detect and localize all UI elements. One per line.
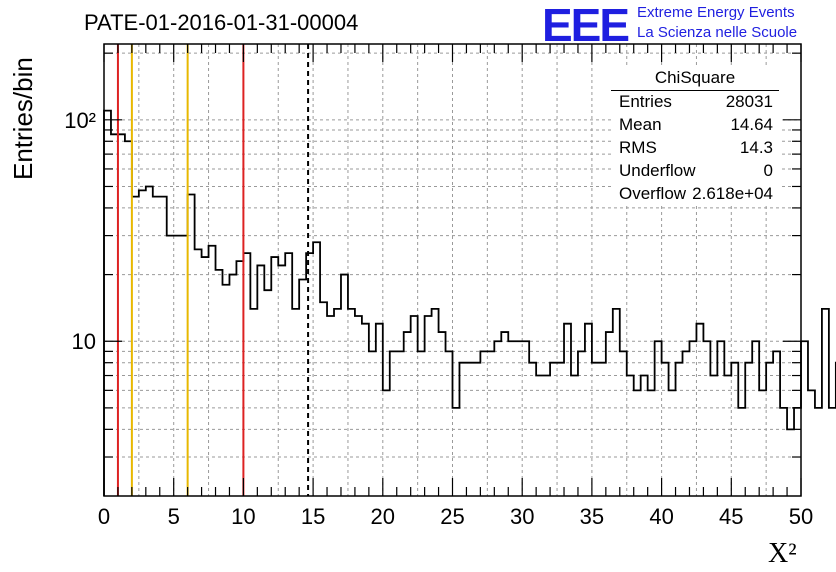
eee-logo: EEE: [542, 0, 630, 51]
stats-key: Mean: [619, 115, 662, 134]
histogram-layer: [103, 109, 836, 496]
stats-value: 28031: [725, 92, 773, 111]
x-tick-label: 15: [301, 504, 325, 529]
stats-key: Underflow: [619, 161, 696, 180]
x-tick-label: 20: [371, 504, 395, 529]
histogram-outline: [103, 109, 836, 496]
x-tick-label: 0: [98, 504, 110, 529]
stats-value: 14.3: [739, 138, 773, 157]
x-tick-label: 45: [719, 504, 743, 529]
stats-value: 0: [763, 161, 773, 180]
stats-value: 14.64: [730, 115, 773, 134]
stats-value: 2.618e+04: [692, 184, 773, 203]
x-tick-label: 10: [231, 504, 255, 529]
x-tick-label: 30: [510, 504, 534, 529]
x-tick-label: 5: [168, 504, 180, 529]
y-tick-label: 10: [72, 329, 96, 354]
stats-key: Overflow: [619, 184, 687, 203]
tick-layer: 0 5 10 15 20 25 30 35 40 45 50 10 10²: [64, 44, 813, 529]
stats-row-rms: RMS 14.3: [619, 138, 773, 160]
logo-line-1: Extreme Energy Events: [637, 4, 795, 21]
stats-row-overflow: Overflow 2.618e+04: [619, 184, 773, 206]
x-axis-label: X²: [768, 538, 797, 569]
stats-key: RMS: [619, 138, 657, 157]
x-tick-label: 50: [789, 504, 813, 529]
x-tick-label: 25: [440, 504, 464, 529]
x-tick-label: 40: [649, 504, 673, 529]
chart-title: PATE-01-2016-01-31-00004: [84, 10, 359, 35]
stats-row-entries: Entries 28031: [619, 92, 773, 114]
y-axis-label: Entries/bin: [8, 57, 38, 180]
vertical-lines-layer: [116, 44, 310, 496]
stats-key: Entries: [619, 92, 672, 111]
stats-row-mean: Mean 14.64: [619, 115, 773, 137]
logo-line-2: La Scienza nelle Scuole: [637, 24, 798, 41]
stats-title: ChiSquare: [654, 68, 736, 87]
y-tick-label: 10²: [64, 108, 96, 133]
x-tick-label: 35: [580, 504, 604, 529]
stats-box: ChiSquare Entries 28031 Mean 14.64 RMS 1…: [611, 66, 779, 204]
stats-row-underflow: Underflow 0: [619, 161, 773, 183]
stats-divider: [611, 90, 779, 91]
